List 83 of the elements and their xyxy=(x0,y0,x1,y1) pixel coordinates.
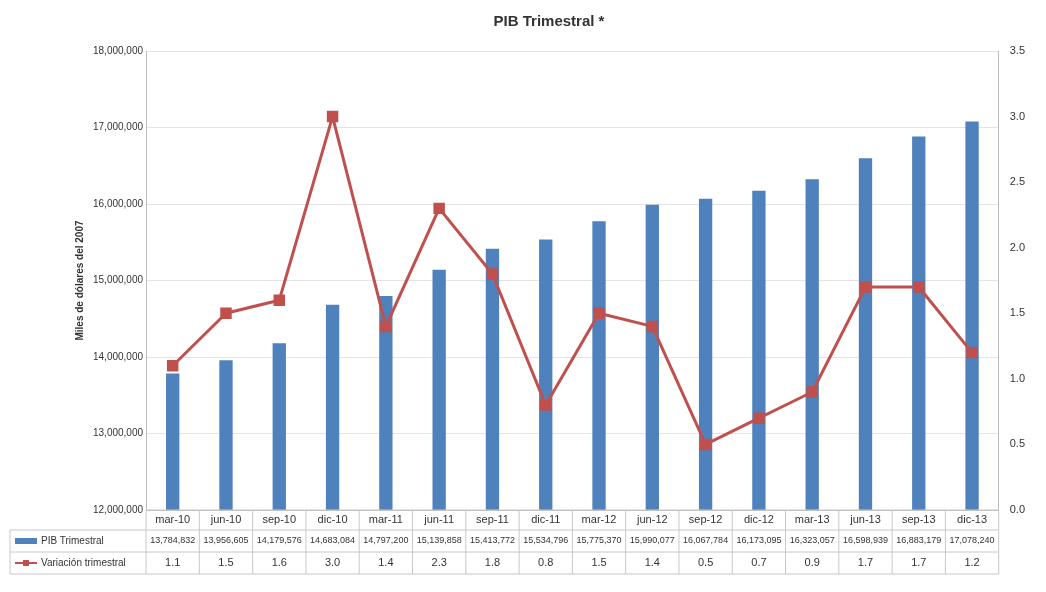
x-tick-label: sep-11 xyxy=(476,513,509,526)
data-label: 1.5 xyxy=(591,556,607,569)
x-tick-label: jun-10 xyxy=(209,513,242,526)
data-label: 14,179,576 xyxy=(256,535,302,546)
data-label: 0.7 xyxy=(751,556,767,569)
data-label: 15,139,858 xyxy=(416,535,462,546)
data-label: 2.3 xyxy=(431,556,447,569)
data-label: 16,883,179 xyxy=(896,535,942,546)
y2-tick-label: 3.0 xyxy=(1009,109,1026,122)
data-label: 14,683,084 xyxy=(310,535,356,546)
chart-title: PIB Trimestral * xyxy=(493,12,605,30)
y2-tick-label: 1.0 xyxy=(1009,371,1026,384)
x-tick-label: jun-11 xyxy=(423,513,455,526)
data-label: 0.8 xyxy=(538,556,554,569)
data-label: 1.1 xyxy=(165,556,181,569)
y-tick-label: 17,000,000 xyxy=(92,121,144,133)
y-tick-label: 12,000,000 xyxy=(92,503,144,515)
y-tick-label: 16,000,000 xyxy=(92,197,144,209)
y-tick-label: 15,000,000 xyxy=(92,274,144,286)
point xyxy=(326,110,339,123)
data-label: 16,173,095 xyxy=(736,535,782,546)
x-tick-label: dic-12 xyxy=(743,513,774,526)
point xyxy=(593,307,605,320)
data-label: 1.7 xyxy=(857,556,874,569)
x-tick-label: jun-13 xyxy=(849,513,881,526)
data-label: 1.8 xyxy=(484,556,501,569)
point xyxy=(806,386,818,398)
point xyxy=(273,294,286,306)
legend-label: PIB Trimestral xyxy=(41,534,104,546)
data-label: 14,797,200 xyxy=(363,535,409,546)
data-label: 17,078,240 xyxy=(949,535,995,546)
legend-label: Variación trimestral xyxy=(41,556,126,568)
x-tick-label: dic-11 xyxy=(531,513,561,526)
data-label: 16,598,939 xyxy=(842,535,888,546)
y2-tick-label: 2.0 xyxy=(1009,240,1026,253)
point xyxy=(753,412,765,424)
y2-tick-label: 3.5 xyxy=(1009,44,1026,57)
data-label: 3.0 xyxy=(324,556,341,569)
data-label: 1.2 xyxy=(964,556,980,569)
data-label: 15,413,772 xyxy=(469,535,515,546)
data-label: 15,775,370 xyxy=(576,535,622,546)
point xyxy=(966,346,978,359)
y-tick-label: 13,000,000 xyxy=(92,427,144,439)
y2-tick-label: 2.5 xyxy=(1009,175,1026,188)
x-tick-label: mar-11 xyxy=(368,513,403,526)
y2-tick-label: 0.5 xyxy=(1009,437,1026,450)
point xyxy=(220,307,232,320)
x-tick-label: sep-12 xyxy=(688,513,723,526)
x-tick-label: sep-13 xyxy=(901,513,936,526)
point xyxy=(380,320,392,333)
x-tick-label: dic-13 xyxy=(957,513,988,526)
data-label: 0.9 xyxy=(804,556,820,569)
x-tick-label: mar-12 xyxy=(581,513,617,526)
data-label: 16,067,784 xyxy=(683,535,729,546)
point xyxy=(539,399,552,411)
y-tick-label: 14,000,000 xyxy=(92,350,144,362)
data-label: 1.7 xyxy=(911,556,927,569)
data-label: 13,784,832 xyxy=(150,535,196,546)
point xyxy=(433,202,445,215)
point xyxy=(913,281,925,293)
data-label: 1.6 xyxy=(271,556,287,569)
x-tick-label: sep-10 xyxy=(262,513,297,526)
point xyxy=(646,320,659,333)
data-label: 15,534,796 xyxy=(523,535,569,546)
point xyxy=(699,438,712,451)
y-axis-title: Miles de dólares del 2007 xyxy=(73,220,85,341)
x-tick-label: mar-10 xyxy=(155,513,191,526)
y-tick-label: 18,000,000 xyxy=(92,44,144,56)
data-label: 15,990,077 xyxy=(629,535,675,546)
x-tick-label: jun-12 xyxy=(636,513,668,526)
data-label: 13,956,605 xyxy=(203,535,249,546)
data-label: 1.5 xyxy=(218,556,234,569)
x-tick-label: dic-10 xyxy=(317,513,348,526)
data-label: 1.4 xyxy=(644,556,660,569)
y2-tick-label: 1.5 xyxy=(1009,306,1026,319)
point xyxy=(166,360,179,372)
data-label: 1.4 xyxy=(378,556,394,569)
point xyxy=(486,268,499,280)
point xyxy=(859,281,872,293)
y2-tick-label: 0.0 xyxy=(1009,503,1026,516)
x-tick-label: mar-13 xyxy=(794,513,830,526)
data-label: 0.5 xyxy=(697,556,714,569)
data-label: 16,323,057 xyxy=(789,535,835,546)
